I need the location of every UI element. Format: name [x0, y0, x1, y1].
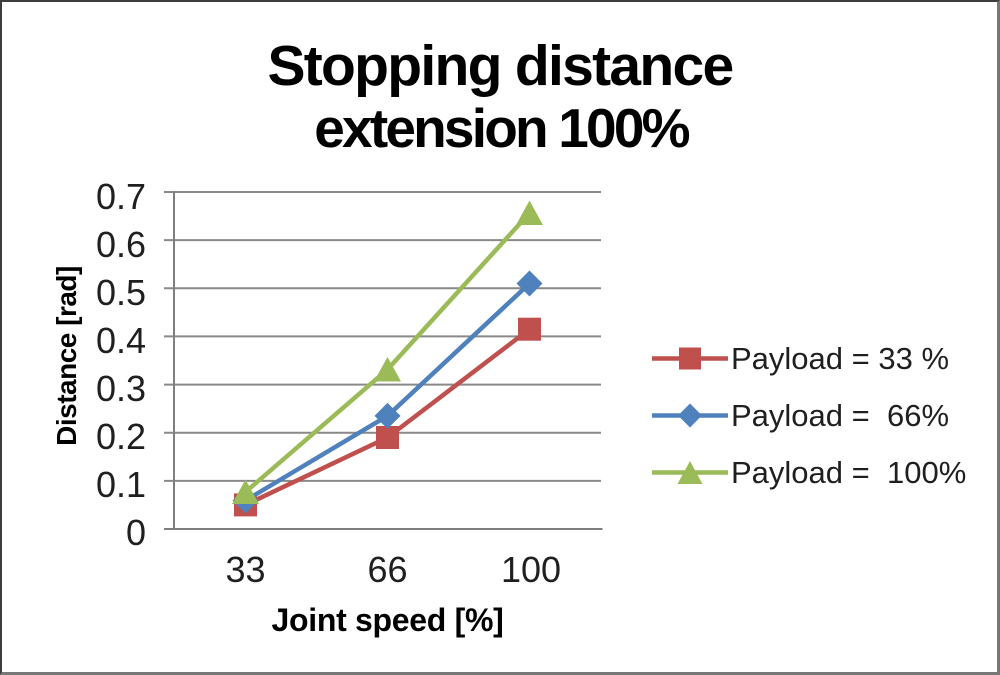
- svg-text:0.4: 0.4: [96, 320, 146, 361]
- svg-text:Payload = 100%: Payload = 100%: [731, 455, 966, 490]
- svg-text:0: 0: [126, 512, 146, 553]
- svg-text:0.5: 0.5: [96, 272, 146, 313]
- svg-text:0.2: 0.2: [96, 416, 146, 457]
- svg-text:Joint speed [%]: Joint speed [%]: [272, 602, 504, 638]
- svg-text:100: 100: [501, 549, 561, 590]
- svg-text:Payload = 33 %: Payload = 33 %: [731, 341, 949, 376]
- svg-text:0.1: 0.1: [96, 464, 146, 505]
- svg-text:33: 33: [225, 549, 265, 590]
- svg-text:0.3: 0.3: [96, 368, 146, 409]
- svg-text:Stopping distance: Stopping distance: [267, 34, 732, 98]
- svg-text:Distance [rad]: Distance [rad]: [51, 266, 82, 446]
- svg-text:extension 100%: extension 100%: [314, 97, 689, 159]
- svg-text:0.7: 0.7: [96, 176, 146, 217]
- svg-text:Payload = 66%: Payload = 66%: [731, 398, 949, 433]
- svg-text:66: 66: [367, 549, 407, 590]
- svg-text:0.6: 0.6: [96, 224, 146, 265]
